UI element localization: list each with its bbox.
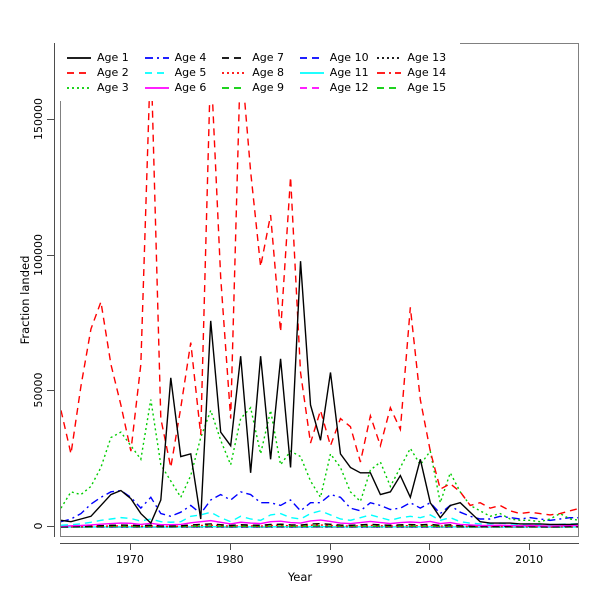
legend-key-line-icon: [377, 56, 402, 59]
x-axis: [60, 543, 579, 544]
y-tick-label: 0: [32, 522, 45, 530]
legend-item-age-15[interactable]: Age 15: [376, 80, 454, 95]
legend-item-age-10[interactable]: Age 10: [299, 50, 377, 65]
y-axis: [54, 43, 55, 537]
legend-item-age-2[interactable]: Age 2: [66, 65, 144, 80]
y-tick-label: 150000: [32, 98, 45, 140]
legend-key-line-icon: [144, 71, 169, 74]
series-canvas: [61, 49, 578, 528]
legend-key-line-icon: [67, 71, 91, 74]
x-tick: [329, 543, 331, 550]
series-line: [61, 399, 578, 523]
legend-label: Age 3: [97, 81, 129, 94]
x-tick-label: 1990: [315, 553, 344, 566]
legend-label: Age 2: [97, 66, 129, 79]
legend-item-age-7[interactable]: Age 7: [221, 50, 299, 65]
legend-label: Age 6: [174, 81, 207, 94]
legend-key-line-icon: [67, 56, 91, 59]
legend-key-line-icon: [299, 56, 324, 59]
legend-key-line-icon: [377, 86, 402, 89]
legend-item-age-9[interactable]: Age 9: [221, 80, 299, 95]
y-tick: [47, 526, 54, 528]
legend-label: Age 12: [329, 81, 369, 94]
legend-label: Age 14: [407, 66, 447, 79]
x-tick-label: 2010: [515, 553, 544, 566]
legend-label: Age 11: [329, 66, 369, 79]
legend-item-age-14[interactable]: Age 14: [376, 65, 454, 80]
series-line: [61, 261, 578, 526]
x-tick: [429, 543, 431, 550]
legend-grid: Age 1 Age 2 Age 3 Age 4 Age 5 Age 6 Age 7 Age 8…: [66, 50, 454, 95]
y-tick-label: 50000: [32, 372, 45, 408]
y-tick: [47, 254, 54, 256]
legend-key-line-icon: [144, 56, 169, 59]
legend-key-line-icon: [222, 71, 247, 74]
legend-item-age-6[interactable]: Age 6: [144, 80, 222, 95]
legend-label: Age 9: [252, 81, 284, 94]
legend-item-age-3[interactable]: Age 3: [66, 80, 144, 95]
y-tick-label: 100000: [32, 233, 45, 276]
legend-label: Age 8: [252, 66, 284, 79]
series-line: [61, 519, 578, 527]
series-line: [61, 49, 578, 516]
legend-item-age-13[interactable]: Age 13: [376, 50, 454, 65]
legend-label: Age 4: [174, 51, 207, 64]
x-tick: [229, 543, 231, 550]
legend-item-age-1[interactable]: Age 1: [66, 50, 144, 65]
legend-item-age-11[interactable]: Age 11: [299, 65, 377, 80]
legend-label: Age 1: [97, 51, 129, 64]
x-tick-label: 1970: [115, 553, 144, 566]
legend-label: Age 7: [252, 51, 284, 64]
legend-item-age-8[interactable]: Age 8: [221, 65, 299, 80]
legend-label: Age 15: [407, 81, 447, 94]
series-line: [61, 522, 578, 528]
y-tick: [47, 390, 54, 392]
x-tick: [529, 543, 531, 550]
legend-key-line-icon: [144, 86, 169, 89]
legend-key-line-icon: [299, 86, 324, 89]
legend-item-age-4[interactable]: Age 4: [144, 50, 222, 65]
y-axis-title: Fraction landed: [18, 255, 32, 345]
legend-key-line-icon: [377, 71, 402, 74]
legend-item-age-5[interactable]: Age 5: [144, 65, 222, 80]
legend-label: Age 10: [329, 51, 369, 64]
legend-label: Age 13: [407, 51, 447, 64]
legend-key-line-icon: [67, 86, 91, 89]
legend-item-age-12[interactable]: Age 12: [299, 80, 377, 95]
legend-key-line-icon: [222, 56, 247, 59]
legend-key-line-icon: [299, 71, 324, 74]
x-tick-label: 1980: [215, 553, 244, 566]
plot-area: [60, 43, 579, 537]
legend: Age 1 Age 2 Age 3 Age 4 Age 5 Age 6 Age 7 Age 8…: [60, 43, 460, 101]
x-tick-label: 2000: [415, 553, 444, 566]
legend-label: Age 5: [174, 66, 207, 79]
x-tick: [129, 543, 131, 550]
legend-key-line-icon: [222, 86, 247, 89]
y-tick: [47, 119, 54, 120]
x-axis-title: Year: [287, 570, 313, 584]
